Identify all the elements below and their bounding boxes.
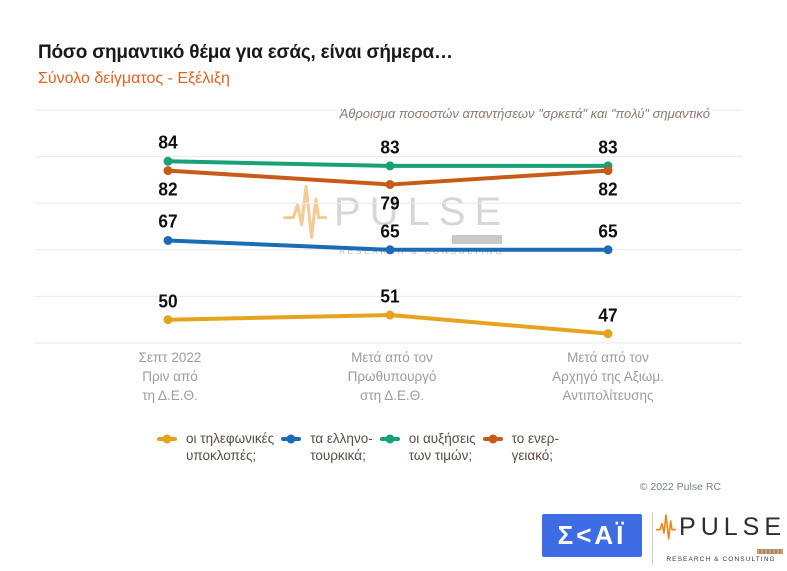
legend-marker-dot — [162, 434, 172, 444]
data-point — [603, 166, 613, 176]
data-point — [385, 161, 395, 171]
skai-logo: Σ<ΑΪ — [542, 514, 642, 557]
watermark-row: PULSE — [283, 181, 510, 243]
x-axis-label-line: Πριν από — [142, 369, 198, 384]
legend-label-line1: τα ελληνο- — [310, 431, 373, 446]
watermark-text: PULSE — [334, 189, 511, 234]
x-axis-label-line: τη Δ.Ε.Θ. — [142, 388, 198, 403]
legend-marker — [482, 434, 503, 444]
legend-label: τα ελληνο- τουρκικά; — [310, 431, 372, 464]
data-point — [163, 315, 173, 325]
pulse-logo-row: PULSE — [656, 506, 786, 548]
x-axis-label-line: Πρωθυπουργό — [347, 369, 437, 384]
legend-label-line1: οι τηλεφωνικές — [186, 431, 275, 446]
legend-label: οι αυξήσεις των τιμών; — [409, 431, 476, 464]
legend-label: οι τηλεφωνικές υποκλοπές; — [186, 431, 274, 464]
x-axis-label-line: Αντιπολίτευσης — [562, 388, 654, 403]
pulse-logo: PULSE RESEARCH & CONSULTING — [656, 506, 786, 563]
data-point — [385, 245, 395, 255]
data-point — [385, 310, 395, 320]
watermark-badge — [452, 235, 503, 244]
page-subtitle: Σύνολο δείγματος - Εξέλιξη — [38, 70, 230, 87]
legend-marker — [379, 434, 400, 444]
x-axis-label: Μετά από τον Αρχηγό της Αξιωμ. Αντιπολίτευ… — [513, 348, 703, 405]
legend-marker-dot — [488, 434, 498, 444]
data-point — [385, 180, 395, 190]
data-point — [163, 156, 173, 166]
data-point — [163, 235, 173, 245]
skai-logo-text: Σ<ΑΪ — [557, 520, 627, 550]
legend-label-line1: το ενερ- — [511, 431, 559, 446]
legend-item-price-rises: οι αυξήσεις των τιμών; — [379, 431, 476, 464]
pulse-logo-text: PULSE — [679, 512, 786, 541]
legend-marker-dot — [286, 434, 296, 444]
legend-label-line1: οι αυξήσεις — [408, 431, 476, 446]
legend-label-line2: των τιμών; — [408, 447, 473, 463]
page-title: Πόσο σημαντικό θέμα για εσάς, είναι σήμε… — [38, 42, 453, 63]
legend-marker-dot — [385, 434, 395, 444]
legend-label-line2: γειακό; — [511, 447, 554, 463]
legend-item-greek-turkish: τα ελληνο- τουρκικά; — [281, 431, 373, 464]
chart-svg — [35, 109, 742, 344]
logo-divider — [652, 512, 653, 565]
x-axis-label-line: Αρχηγό της Αξιωμ. — [552, 369, 664, 384]
x-axis-label: Σεπτ 2022 Πριν από τη Δ.Ε.Θ. — [75, 348, 265, 405]
legend-label-line2: υποκλοπές; — [186, 447, 257, 463]
data-point — [603, 329, 613, 339]
chart-note: Άθροισμα ποσοστών απαντήσεων "σρκετά" κα… — [336, 106, 713, 121]
pulse-logo-badge — [757, 549, 783, 554]
x-axis-label-line: στη Δ.Ε.Θ. — [360, 388, 424, 403]
pulse-wave-icon — [283, 185, 328, 239]
legend-item-energy: το ενερ- γειακό; — [482, 431, 559, 464]
legend-label: το ενερ- γειακό; — [512, 431, 559, 464]
x-axis-label: Μετά από τον Πρωθυπουργό στη Δ.Ε.Θ. — [297, 348, 487, 405]
legend-label-line2: τουρκικά; — [310, 447, 366, 463]
copyright-text: © 2022 Pulse RC — [639, 481, 721, 493]
legend-marker — [157, 434, 177, 444]
pulse-logo-subtext: RESEARCH & CONSULTING — [666, 556, 776, 563]
pulse-wave-icon — [656, 514, 677, 540]
data-point — [603, 245, 613, 255]
legend-item-phone-taps: οι τηλεφωνικές υποκλοπές; — [157, 431, 274, 464]
data-point — [163, 166, 173, 176]
legend-marker — [281, 434, 302, 444]
chart-legend: οι τηλεφωνικές υποκλοπές; τα ελληνο- του… — [157, 431, 559, 464]
